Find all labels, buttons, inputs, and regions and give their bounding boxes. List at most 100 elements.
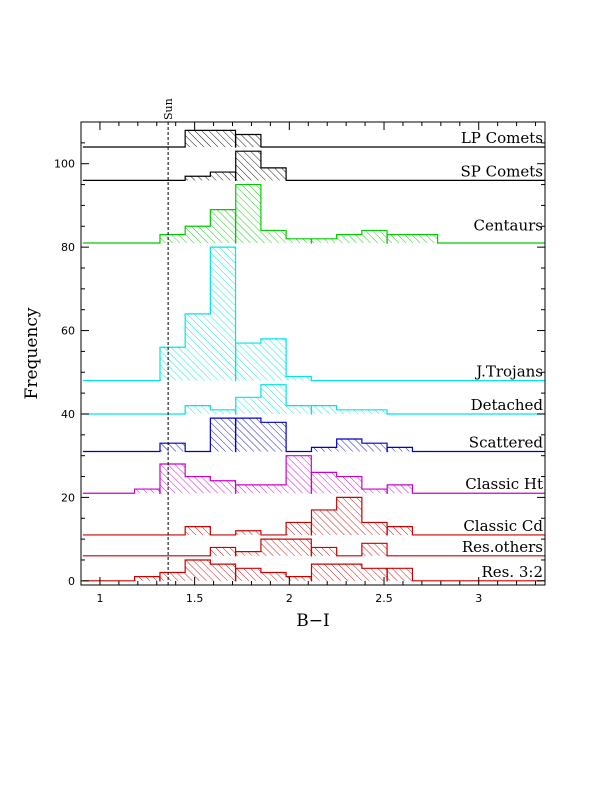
- histogram-bar: [361, 568, 388, 581]
- histogram-bar: [311, 405, 337, 414]
- series-label: Centaurs: [473, 217, 543, 235]
- histogram-bar: [286, 238, 312, 243]
- histogram-bar: [235, 151, 261, 181]
- histogram-bar: [159, 234, 186, 243]
- histogram-bar: [361, 443, 388, 452]
- histogram-bar: [185, 313, 211, 381]
- histogram-bar: [311, 472, 337, 494]
- histogram-bar: [311, 509, 337, 535]
- histogram-bar: [260, 384, 287, 414]
- histogram-bar: [260, 422, 287, 452]
- series-label: J.Trojans: [474, 363, 543, 381]
- histogram-bar: [336, 439, 362, 452]
- histogram-bar: [134, 576, 160, 581]
- histogram-bar: [235, 551, 261, 556]
- histogram-bar: [311, 447, 337, 452]
- series-outline: [82, 417, 545, 453]
- histogram-bar: [210, 564, 236, 581]
- x-tick-label: 2: [286, 592, 293, 605]
- series-detached: [82, 384, 545, 415]
- histogram-bar: [387, 447, 413, 452]
- histogram-bar: [387, 568, 413, 581]
- series-lp-comets: [82, 129, 545, 148]
- series-label: Classic Cd: [463, 517, 543, 535]
- histogram-bar: [235, 134, 261, 148]
- sun-reference-label: Sun: [162, 98, 175, 120]
- histogram-bar: [235, 397, 261, 414]
- series-label: Res. 3:2: [481, 563, 543, 581]
- series-outline: [82, 538, 545, 557]
- histogram-bar: [361, 522, 388, 535]
- histogram-bar: [185, 130, 211, 148]
- histogram-bar: [235, 484, 261, 494]
- y-tick-label: 20: [61, 491, 75, 504]
- histogram-bar: [336, 564, 362, 581]
- histogram-bar: [185, 405, 211, 414]
- histogram-bar: [134, 489, 160, 494]
- x-tick-label: 2.5: [375, 592, 393, 605]
- histogram-bar: [235, 184, 261, 243]
- series-outline: [82, 559, 545, 582]
- histogram-bar: [210, 418, 236, 452]
- series-res-3-2: [82, 559, 545, 582]
- series-label: SP Comets: [461, 162, 543, 180]
- series-sp-comets: [82, 150, 545, 181]
- histogram-bar: [185, 559, 211, 581]
- series-outline: [82, 496, 545, 536]
- x-tick-label: 3: [475, 592, 482, 605]
- histogram-bar: [336, 497, 362, 535]
- series-outline: [82, 455, 545, 494]
- histogram-bar: [159, 572, 186, 581]
- histogram-bar: [260, 338, 287, 381]
- series-label: Scattered: [469, 434, 544, 452]
- histogram-bar: [336, 234, 362, 243]
- series-label: LP Comets: [461, 129, 543, 147]
- histogram-bar: [185, 526, 211, 535]
- x-axis-title: B−I: [296, 611, 329, 631]
- histogram-bar: [387, 484, 413, 494]
- histogram-bar: [260, 539, 287, 556]
- histogram-bar: [286, 455, 312, 494]
- histogram-bar: [260, 484, 287, 494]
- histogram-bar: [235, 418, 261, 452]
- histogram-bar: [361, 543, 388, 556]
- histogram-bar: [361, 230, 388, 243]
- histogram-bar: [210, 247, 236, 381]
- series-labels: LP Comets SP Comets Centaurs J.Trojans Detac…: [461, 129, 544, 581]
- x-tick-label: 1: [96, 592, 103, 605]
- series-outline: [82, 384, 545, 415]
- histogram-bar: [286, 522, 312, 535]
- histogram-bar: [387, 526, 413, 535]
- series-outline: [82, 150, 545, 181]
- histogram-bar: [387, 234, 413, 243]
- y-axis-title: Frequency: [22, 307, 42, 399]
- y-tick-label: 60: [61, 325, 75, 338]
- histogram-bar: [286, 576, 312, 581]
- histogram-bar: [235, 530, 261, 535]
- y-tick-label: 100: [54, 158, 75, 171]
- y-tick-label: 40: [61, 408, 75, 421]
- histogram-bar: [336, 409, 362, 414]
- histogram-bar: [235, 343, 261, 381]
- histogram-bar: [185, 476, 211, 494]
- histogram-bar: [336, 476, 362, 494]
- histogram-bar: [286, 376, 312, 381]
- series-label: Res.others: [462, 538, 543, 556]
- series-scattered: [82, 417, 545, 453]
- series-outline: [82, 246, 545, 382]
- histogram-bar: [286, 405, 312, 414]
- histogram-bar: [311, 238, 337, 243]
- plot-frame: [80, 121, 546, 586]
- y-tick-label: 0: [68, 575, 75, 588]
- histogram-bar: [185, 226, 211, 243]
- series-centaurs: [82, 183, 545, 244]
- series-layer: [82, 129, 545, 582]
- histogram-bar: [361, 409, 388, 414]
- histogram-bar: [159, 443, 186, 452]
- series-res-others: [82, 538, 545, 557]
- histogram-bar: [210, 409, 236, 414]
- histogram-bar: [260, 572, 287, 581]
- histogram-bar: [210, 547, 236, 556]
- histogram-bar: [235, 568, 261, 581]
